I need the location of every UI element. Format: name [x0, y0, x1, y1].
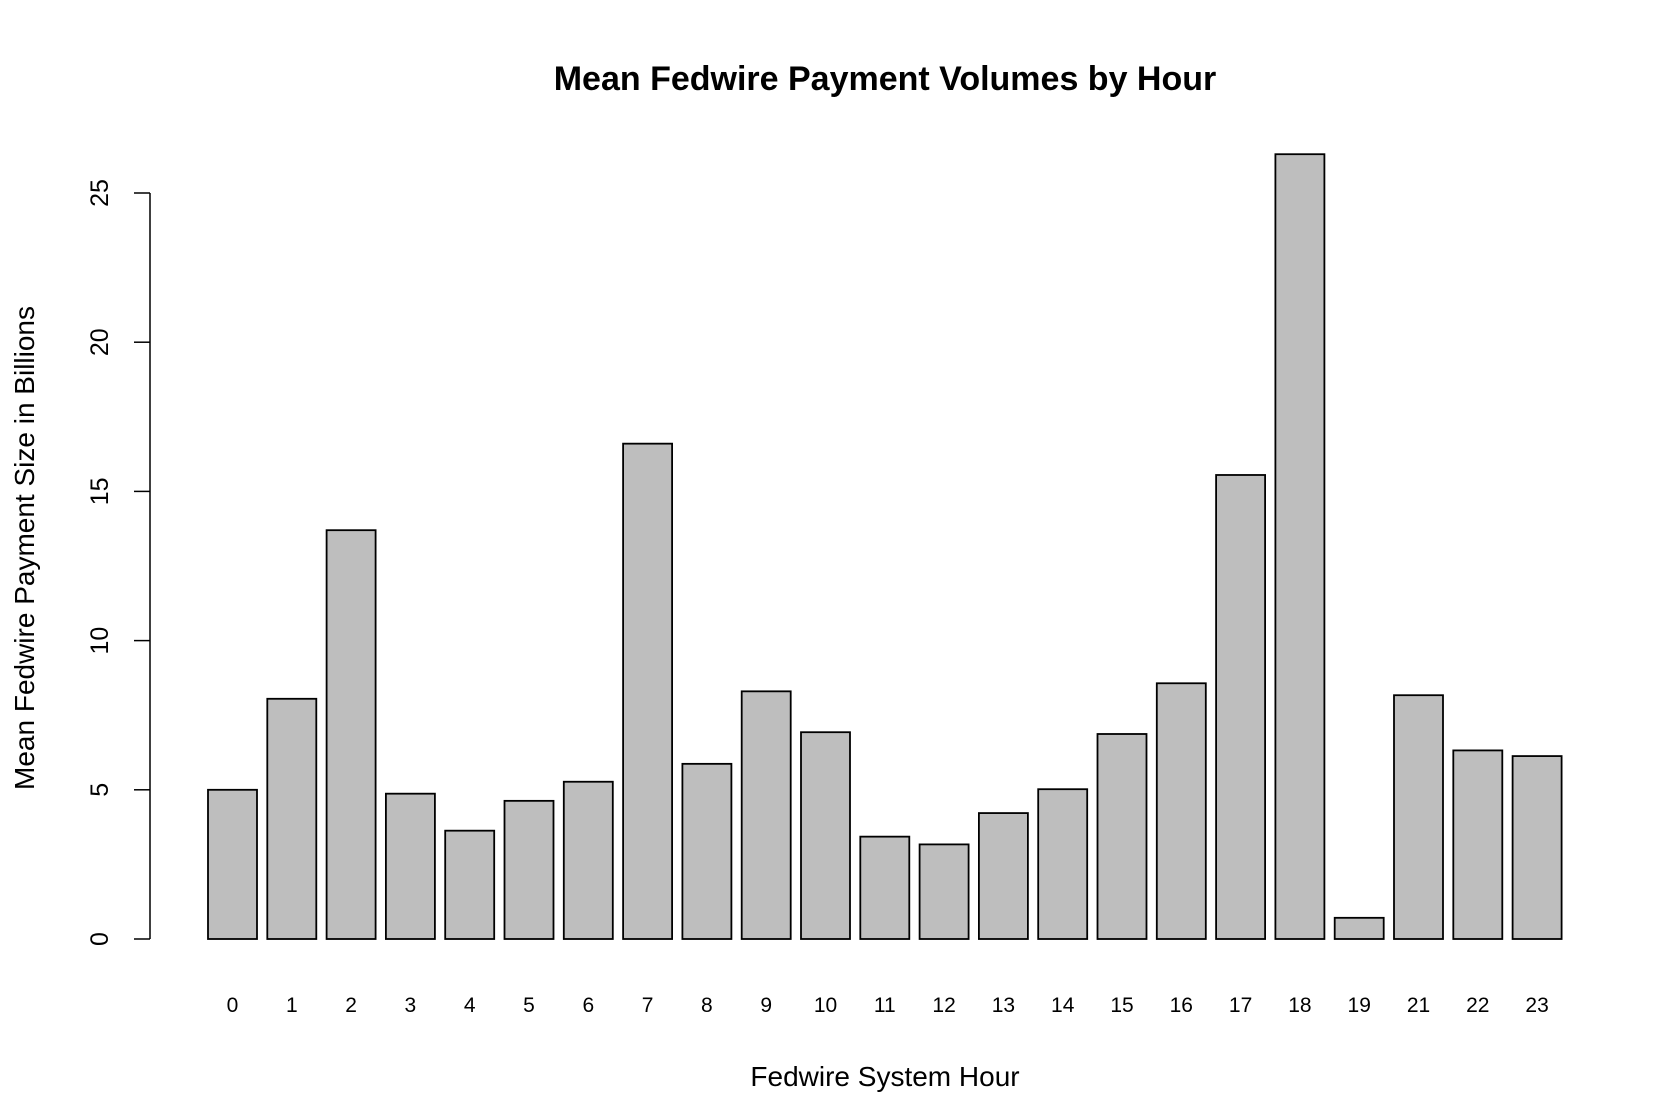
- x-tick-label: 23: [1525, 994, 1548, 1017]
- x-axis-label: Fedwire System Hour: [750, 1061, 1019, 1092]
- y-tick-label: 20: [86, 328, 114, 356]
- y-tick-label: 15: [86, 477, 114, 505]
- bar-hour-6: [562, 780, 614, 940]
- bar-hour-12: [918, 843, 970, 940]
- x-tick-label: 7: [642, 994, 654, 1017]
- bar-hour-18: [1274, 153, 1326, 940]
- x-tick-label: 3: [405, 994, 417, 1017]
- x-tick-label: 4: [464, 994, 476, 1017]
- y-axis-label: Mean Fedwire Payment Size in Billions: [9, 306, 40, 790]
- x-tick-label: 18: [1288, 994, 1311, 1017]
- bar-hour-14: [1037, 788, 1089, 940]
- bar-hour-21: [1393, 694, 1444, 940]
- bar-hour-7: [622, 442, 673, 940]
- bar-hour-4: [444, 829, 496, 940]
- bar-hour-5: [503, 799, 555, 940]
- bar-hour-16: [1155, 682, 1207, 940]
- x-tick-label: 11: [874, 994, 896, 1017]
- bar-hour-17: [1215, 474, 1266, 940]
- x-tick-label: 19: [1348, 994, 1371, 1017]
- x-tick-label: 10: [814, 994, 837, 1017]
- x-tick-label: 6: [582, 994, 594, 1017]
- bar-hour-19: [1333, 916, 1385, 940]
- x-tick-label: 16: [1170, 994, 1193, 1017]
- y-tick-label: 0: [86, 932, 114, 946]
- bar-hour-9: [740, 690, 792, 940]
- x-tick-label: 13: [992, 994, 1015, 1017]
- bar-hour-23: [1511, 755, 1563, 940]
- bar-hour-0: [207, 788, 258, 940]
- chart-title: Mean Fedwire Payment Volumes by Hour: [554, 60, 1217, 98]
- x-tick-label: 15: [1110, 994, 1133, 1017]
- bar-hour-10: [800, 731, 851, 940]
- x-tick-label: 17: [1229, 994, 1252, 1017]
- x-tick-label: 5: [523, 994, 535, 1017]
- bar-hour-13: [978, 812, 1029, 940]
- bar-hour-15: [1096, 733, 1148, 940]
- bar-hour-11: [859, 835, 911, 940]
- bar-hour-8: [681, 762, 733, 940]
- x-tick-label: 2: [345, 994, 357, 1017]
- bar-hour-2: [325, 529, 377, 940]
- bar-hour-22: [1452, 749, 1504, 940]
- y-tick-label: 25: [86, 179, 114, 207]
- bars-group: [207, 153, 1563, 940]
- x-tick-label: 1: [286, 994, 298, 1017]
- x-tick-labels: 0 1 2 3 4 5 6 7 8 9 10 11 12 13 14 15 16 17 18 19 21 22 23: [227, 994, 1549, 1017]
- bar-hour-3: [384, 792, 436, 940]
- y-tick-label: 10: [86, 627, 114, 655]
- x-tick-label: 21: [1407, 994, 1430, 1017]
- x-tick-label: 12: [932, 994, 955, 1017]
- y-axis: 0 5 10 15 20 25: [86, 179, 151, 946]
- x-tick-label: 14: [1051, 994, 1075, 1017]
- x-tick-label: 8: [701, 994, 713, 1017]
- x-tick-label: 9: [760, 994, 772, 1017]
- y-tick-label: 5: [86, 783, 114, 797]
- x-tick-label: 0: [227, 994, 239, 1017]
- x-tick-label: 22: [1466, 994, 1489, 1017]
- bar-hour-1: [266, 697, 318, 940]
